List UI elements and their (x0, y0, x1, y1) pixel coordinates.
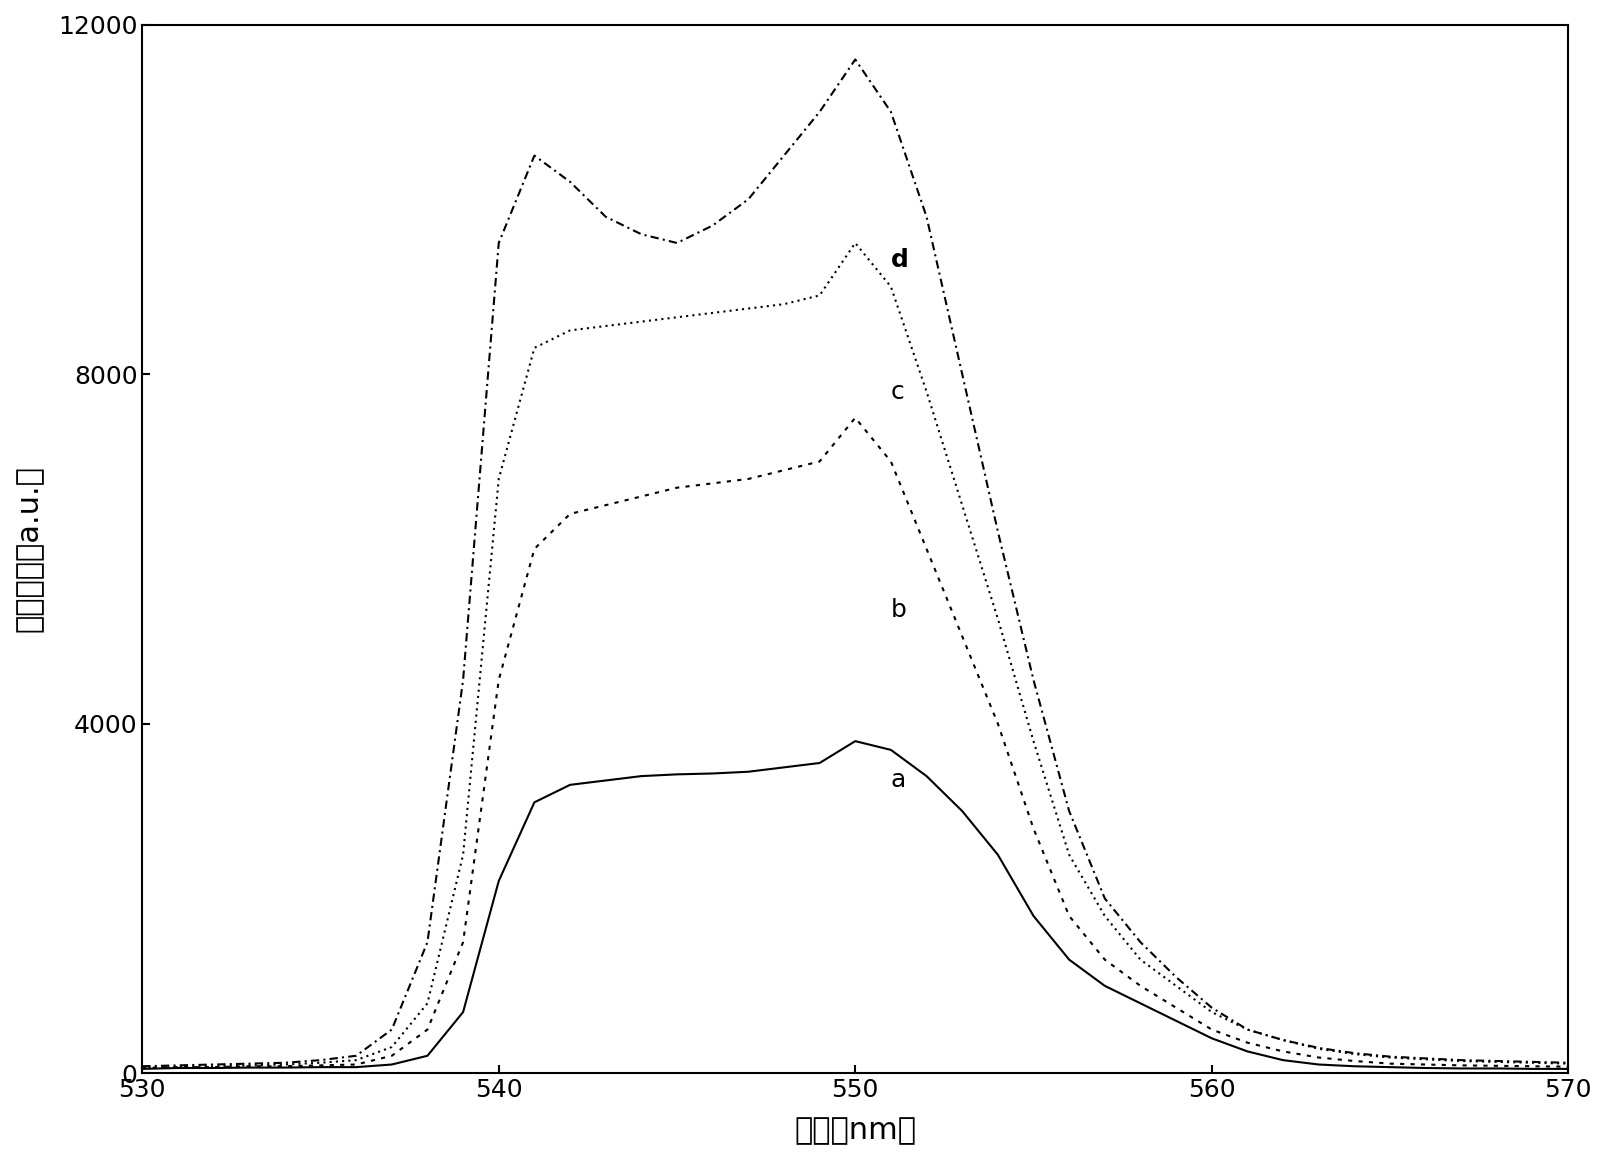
Text: d: d (890, 248, 910, 273)
Text: a: a (890, 768, 906, 792)
Y-axis label: 发光强度（a.u.）: 发光强度（a.u.） (14, 465, 43, 632)
Text: b: b (890, 599, 906, 622)
X-axis label: 波长（nm）: 波长（nm） (794, 1116, 916, 1145)
Text: c: c (890, 379, 905, 404)
